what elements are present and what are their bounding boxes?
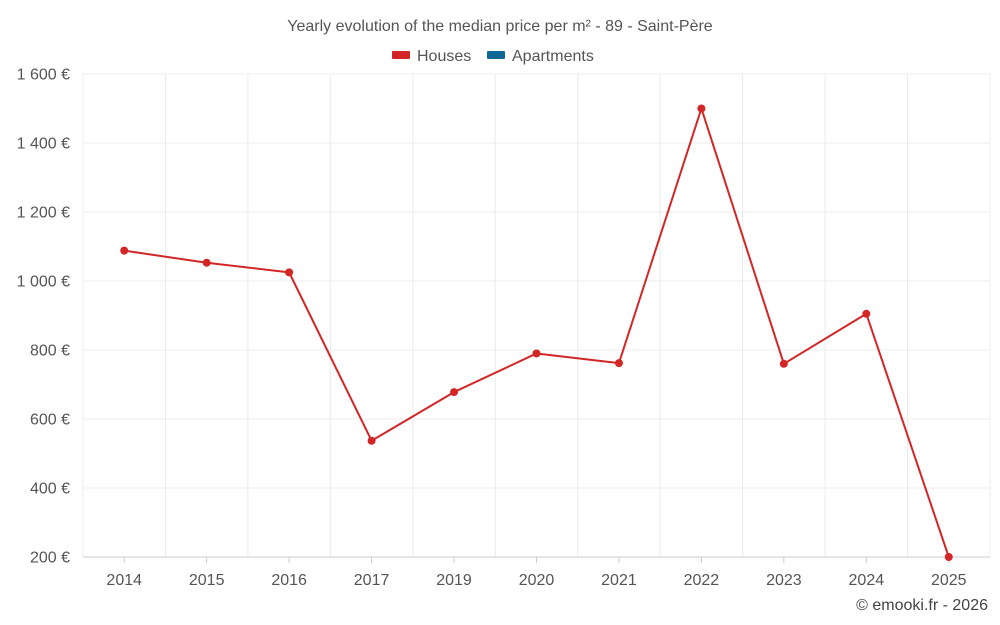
legend-swatch-houses bbox=[392, 51, 410, 59]
legend-label-houses: Houses bbox=[417, 48, 471, 65]
y-tick-label: 800 € bbox=[30, 343, 70, 360]
x-tick-label: 2015 bbox=[189, 572, 225, 589]
x-tick-label: 2014 bbox=[106, 572, 142, 589]
y-axis-ticks: 200 € 400 € 600 € 800 € 1 000 € 1 200 € 1 400 … bbox=[17, 67, 70, 567]
x-tick-label: 2025 bbox=[931, 572, 967, 589]
data-point-houses[interactable] bbox=[862, 309, 871, 318]
y-tick-label: 400 € bbox=[30, 481, 70, 498]
y-tick-label: 1 000 € bbox=[17, 274, 70, 291]
y-tick-label: 1 400 € bbox=[17, 136, 70, 153]
x-tick-label: 2017 bbox=[354, 572, 390, 589]
y-tick-label: 200 € bbox=[30, 550, 70, 567]
x-tick-label: 2016 bbox=[271, 572, 307, 589]
data-point-houses[interactable] bbox=[367, 436, 376, 445]
data-point-houses[interactable] bbox=[202, 258, 211, 267]
legend-label-apartments: Apartments bbox=[512, 48, 594, 65]
data-point-houses[interactable] bbox=[532, 349, 541, 358]
data-point-houses[interactable] bbox=[285, 268, 294, 277]
x-tick-label: 2024 bbox=[849, 572, 885, 589]
grid bbox=[82, 73, 991, 557]
x-tick-label: 2020 bbox=[519, 572, 555, 589]
x-tick-label: 2021 bbox=[601, 572, 637, 589]
data-point-houses[interactable] bbox=[614, 359, 623, 368]
legend-item-apartments[interactable]: Apartments bbox=[487, 48, 594, 65]
credit-text: © emooki.fr - 2026 bbox=[856, 597, 988, 614]
series bbox=[120, 104, 953, 561]
data-point-houses[interactable] bbox=[450, 388, 459, 397]
x-axis-ticks: 2014 2015 2016 2017 2019 2020 2021 2022 2023 2024… bbox=[106, 557, 967, 589]
legend: Houses Apartments bbox=[392, 48, 594, 65]
legend-swatch-apartments bbox=[487, 51, 505, 59]
data-point-houses[interactable] bbox=[697, 104, 706, 113]
data-point-houses[interactable] bbox=[944, 553, 953, 561]
y-tick-label: 600 € bbox=[30, 412, 70, 429]
y-tick-label: 1 600 € bbox=[17, 67, 70, 84]
x-tick-label: 2023 bbox=[766, 572, 802, 589]
y-tick-label: 1 200 € bbox=[17, 205, 70, 222]
chart-title: Yearly evolution of the median price per… bbox=[287, 18, 713, 35]
x-tick-label: 2022 bbox=[684, 572, 720, 589]
x-tick-label: 2019 bbox=[436, 572, 472, 589]
data-point-houses[interactable] bbox=[779, 359, 788, 368]
data-point-houses[interactable] bbox=[120, 246, 129, 255]
legend-item-houses[interactable]: Houses bbox=[392, 48, 471, 65]
